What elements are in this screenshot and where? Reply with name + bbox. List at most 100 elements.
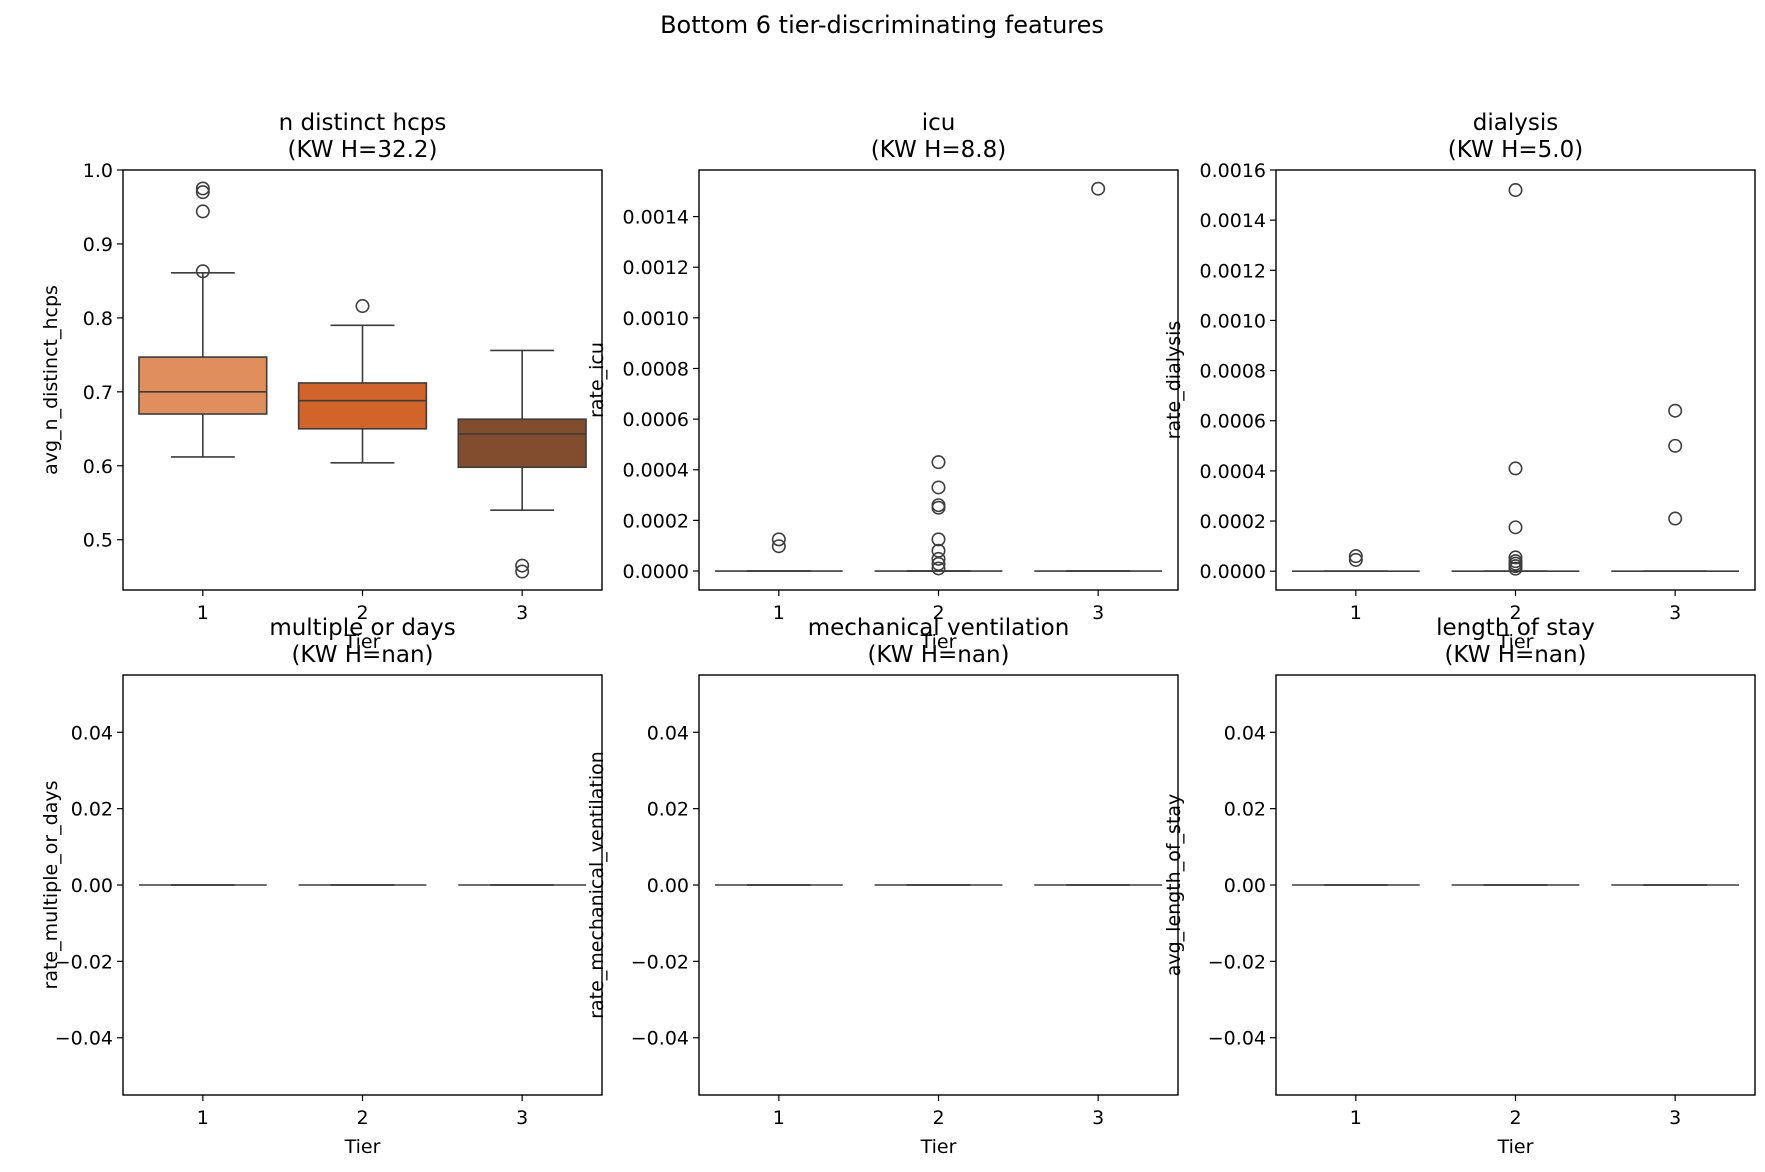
y-tick-label: 0.0002	[1200, 511, 1266, 533]
outlier-point	[515, 558, 530, 573]
y-tick-label: 0.04	[647, 722, 689, 744]
outlier-point	[195, 185, 210, 200]
y-tick-label: 0.0000	[1200, 561, 1266, 583]
y-tick-label: −0.04	[631, 1028, 689, 1050]
x-tick-label: 2	[1509, 1107, 1521, 1129]
outlier-point	[771, 532, 786, 547]
x-tick-label: 3	[1669, 1107, 1681, 1129]
box-tier-1	[138, 181, 268, 458]
x-tick-label: 2	[1509, 602, 1521, 624]
x-axis-label: Tier	[920, 1136, 957, 1158]
outlier-point	[931, 561, 946, 576]
subplot-title: length of stay	[1436, 615, 1595, 641]
y-tick-label: 0.7	[83, 382, 113, 404]
subplot-subtitle: (KW H=8.8)	[871, 137, 1006, 163]
x-tick-label: 1	[1350, 1107, 1362, 1129]
x-tick-label: 3	[516, 1107, 528, 1129]
x-tick-label: 2	[932, 602, 944, 624]
y-tick-label: 0.0000	[623, 561, 689, 583]
subplot-subtitle: (KW H=nan)	[291, 642, 433, 668]
y-tick-label: −0.02	[55, 951, 113, 973]
y-tick-label: 0.04	[71, 722, 113, 744]
y-axis-label: avg_length_of_stay	[1163, 794, 1185, 977]
subplot-title: multiple or days	[269, 615, 455, 641]
outlier-point	[771, 539, 786, 554]
box-body	[138, 356, 268, 415]
outlier-point	[1348, 552, 1363, 567]
x-axis-label: Tier	[344, 631, 381, 653]
x-axis-label: Tier	[1497, 1136, 1534, 1158]
y-tick-label: 0.0010	[623, 308, 689, 330]
y-axis-label: rate_icu	[586, 342, 608, 418]
box-tier-2	[297, 299, 428, 464]
outlier-point	[931, 480, 946, 495]
subplot-title: icu	[922, 110, 956, 136]
subplot-grid: n distinct hcps(KW H=32.2) 0.5 0.6 0.7 0.8 0.…	[40, 110, 1756, 1158]
box-tier-1	[1291, 549, 1420, 572]
y-tick-label: 0.0014	[623, 207, 689, 229]
x-axis-label: Tier	[920, 631, 957, 653]
subplot-title: dialysis	[1473, 110, 1558, 136]
y-tick-label: 0.8	[83, 308, 113, 330]
subplot-4: multiple or days(KW H=nan) −0.04 −0.02 0.00…	[40, 615, 603, 1158]
x-tick-label: 3	[516, 602, 528, 624]
box-tier-3	[1611, 403, 1740, 572]
x-tick-label: 3	[1092, 602, 1104, 624]
outlier-point	[195, 181, 210, 196]
y-tick-label: 0.0014	[1200, 210, 1266, 232]
subplot-title: n distinct hcps	[279, 110, 447, 136]
outlier-point	[931, 551, 946, 566]
subplot-5: mechanical ventilation(KW H=nan) −0.04 −0.…	[586, 615, 1179, 1158]
y-tick-label: 0.9	[83, 234, 113, 256]
outlier-point	[931, 500, 946, 515]
subplot-1: n distinct hcps(KW H=32.2) 0.5 0.6 0.7 0.8 0.…	[40, 110, 603, 653]
x-tick-label: 3	[1669, 602, 1681, 624]
box-body	[457, 418, 587, 469]
y-tick-label: 0.02	[647, 799, 689, 821]
outlier-point	[1668, 403, 1683, 418]
y-tick-label: −0.02	[1208, 951, 1266, 973]
box-tier-2	[874, 455, 1003, 576]
box-tier-3	[457, 349, 587, 579]
outlier-point	[1348, 549, 1363, 564]
box-tier-1	[714, 532, 843, 572]
outlier-point	[355, 299, 370, 314]
y-tick-label: 0.0004	[1200, 461, 1266, 483]
figure-title: Bottom 6 tier-discriminating features	[660, 11, 1104, 39]
subplot-3: dialysis(KW H=5.0) 0.0000 0.0002 0.0004 0.00…	[1163, 110, 1756, 653]
y-tick-label: 1.0	[83, 160, 113, 182]
x-axis-label: Tier	[344, 1136, 381, 1158]
outlier-point	[931, 532, 946, 547]
outlier-point	[931, 556, 946, 571]
y-tick-label: 0.0006	[1200, 411, 1266, 433]
box-tier-2	[1451, 183, 1580, 576]
y-tick-label: 0.0008	[1200, 361, 1266, 383]
outlier-point	[1508, 561, 1523, 576]
outlier-point	[515, 564, 530, 579]
y-tick-label: 0.0016	[1200, 160, 1266, 182]
y-tick-label: 0.02	[1224, 799, 1266, 821]
x-tick-label: 1	[1350, 602, 1362, 624]
y-tick-label: 0.0006	[623, 409, 689, 431]
y-tick-label: 0.0012	[1200, 260, 1266, 282]
x-tick-label: 1	[197, 1107, 209, 1129]
outlier-point	[1508, 550, 1523, 565]
outlier-point	[1091, 181, 1106, 196]
y-axis-label: rate_mechanical_ventilation	[586, 751, 608, 1019]
outlier-point	[195, 204, 210, 219]
y-tick-label: 0.04	[1224, 722, 1266, 744]
box-tier-3	[1034, 181, 1163, 572]
x-tick-label: 2	[932, 1107, 944, 1129]
subplot-subtitle: (KW H=nan)	[1444, 642, 1586, 668]
x-tick-label: 2	[356, 602, 368, 624]
subplot-6: length of stay(KW H=nan) −0.04 −0.02 0.00 0.…	[1163, 615, 1756, 1158]
y-tick-label: 0.0004	[623, 460, 689, 482]
y-axis-label: rate_dialysis	[1163, 321, 1185, 440]
y-axis-label: rate_multiple_or_days	[40, 781, 62, 990]
x-axis-label: Tier	[1497, 631, 1534, 653]
outlier-point	[1508, 461, 1523, 476]
outlier-point	[1668, 511, 1683, 526]
y-axis-label: avg_n_distinct_hcps	[40, 285, 62, 475]
y-tick-label: −0.02	[631, 951, 689, 973]
